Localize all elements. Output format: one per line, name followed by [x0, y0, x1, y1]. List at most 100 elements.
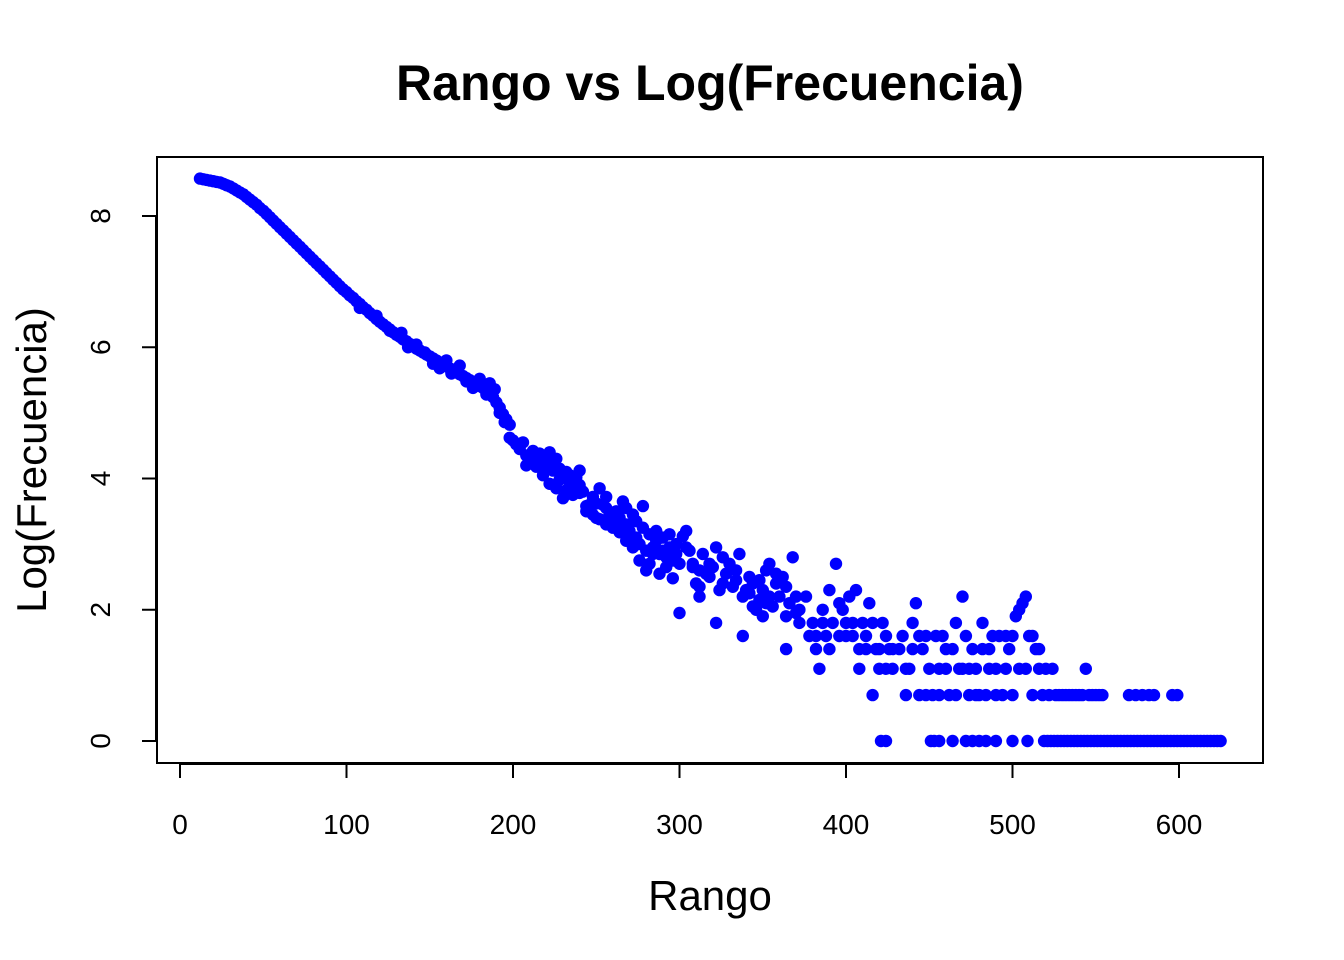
data-point [650, 524, 663, 538]
data-point [946, 642, 959, 656]
data-point [779, 610, 793, 623]
data-point [999, 629, 1012, 643]
data-point [709, 541, 723, 554]
data-point [646, 547, 660, 561]
data-point [410, 338, 423, 351]
data-point [866, 688, 879, 702]
data-point [809, 642, 823, 656]
data-point [1026, 629, 1039, 643]
data-point [626, 541, 640, 554]
x-tick-label: 400 [823, 809, 870, 840]
data-point [923, 662, 936, 675]
data-point [453, 359, 466, 372]
x-axis: 0 100 200 300 400 500 600 [172, 763, 1202, 840]
data-point [879, 734, 893, 748]
data-point [933, 688, 946, 702]
data-point [826, 616, 839, 630]
data-point [989, 734, 1003, 748]
y-axis-label: Log(Frecuencia) [8, 307, 55, 613]
data-point [1032, 642, 1046, 656]
data-point [913, 629, 926, 643]
data-point [660, 560, 673, 574]
data-point [630, 515, 643, 528]
data-point [395, 326, 408, 339]
data-point [680, 541, 693, 554]
data-point [1147, 688, 1161, 702]
data-point [1019, 662, 1032, 675]
data-point [636, 499, 650, 513]
data-point [846, 616, 859, 630]
data-point [530, 460, 543, 473]
data-point [976, 642, 989, 656]
data-point [673, 606, 686, 620]
data-point [716, 551, 729, 564]
data-point [729, 564, 743, 577]
data-point [516, 436, 530, 449]
data-point [919, 688, 933, 702]
data-point [779, 580, 793, 593]
data-point [769, 567, 783, 580]
data-point [746, 600, 759, 613]
data-point [936, 629, 949, 643]
data-point [963, 662, 976, 675]
x-tick-label: 100 [323, 809, 370, 840]
data-point [743, 587, 756, 600]
data-point [853, 662, 866, 675]
x-tick-label: 300 [656, 809, 703, 840]
data-point [879, 629, 893, 643]
data-point [573, 464, 586, 477]
data-point [976, 616, 989, 630]
data-point [829, 557, 843, 570]
data-point [729, 574, 743, 587]
data-point [839, 629, 853, 643]
data-point [709, 616, 723, 630]
data-point [949, 616, 963, 630]
data-point [656, 544, 670, 557]
data-point [536, 469, 550, 482]
data-point [1096, 688, 1109, 702]
data-point [793, 616, 806, 630]
data-point [789, 606, 803, 620]
data-point [1171, 688, 1184, 702]
data-point [946, 734, 959, 748]
data-point [896, 629, 909, 643]
data-point [789, 590, 803, 603]
y-tick-label: 2 [85, 602, 116, 618]
data-point [543, 446, 556, 459]
data-point [779, 642, 793, 656]
data-point [916, 642, 929, 656]
data-point [1006, 734, 1019, 748]
data-point [806, 616, 819, 630]
data-point [773, 590, 786, 603]
y-tick-label: 6 [85, 339, 116, 355]
data-point [593, 482, 606, 495]
data-point [816, 603, 829, 616]
data-point [989, 688, 1003, 702]
data-point [353, 301, 366, 315]
data-point [553, 462, 566, 475]
y-tick-label: 4 [85, 471, 116, 487]
data-point [680, 524, 693, 538]
data-point [1021, 734, 1034, 748]
data-point [849, 583, 863, 597]
data-point [696, 547, 709, 561]
data-point [983, 662, 996, 675]
data-points [193, 172, 1227, 748]
data-point [1026, 688, 1039, 702]
data-point [1019, 590, 1032, 603]
data-point [833, 597, 846, 610]
data-point [933, 734, 946, 748]
data-point [939, 662, 953, 675]
data-point [703, 557, 716, 570]
data-point [899, 688, 913, 702]
data-point [1214, 734, 1227, 748]
data-point [473, 372, 486, 385]
data-point [563, 469, 576, 482]
data-point [859, 629, 873, 643]
data-point [969, 688, 983, 702]
data-point [1006, 688, 1019, 702]
data-point [756, 610, 769, 623]
data-point [859, 642, 873, 656]
data-point [1079, 662, 1093, 675]
